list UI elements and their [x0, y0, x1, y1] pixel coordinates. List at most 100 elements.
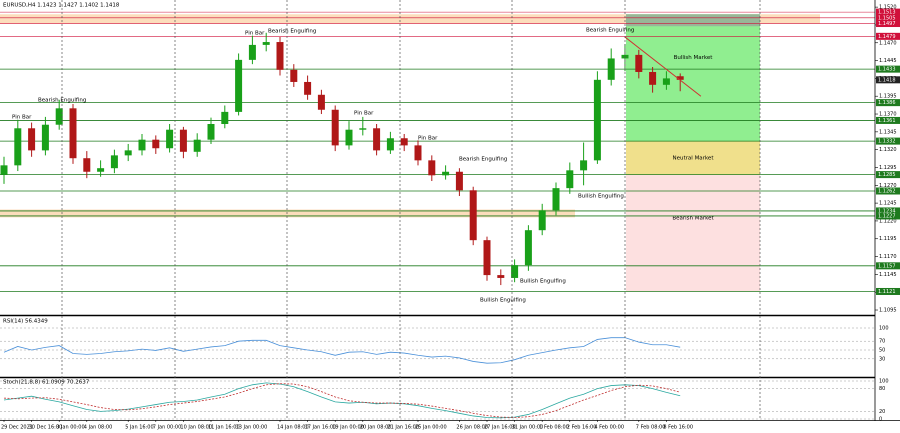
y-tick-label: 1.1195: [879, 236, 897, 242]
session-dividers: [61, 0, 761, 420]
candle-body: [166, 129, 174, 149]
level-label-bg: [876, 116, 900, 124]
candle-body: [69, 108, 77, 159]
candle-body: [262, 42, 270, 45]
annotation: Bearish Engulfing: [586, 28, 634, 34]
band: [0, 209, 575, 218]
candle-body: [662, 78, 670, 85]
indicator-tick-label: 50: [879, 348, 885, 354]
x-tick-label: 17 Jan 16:00: [305, 425, 337, 431]
level-label: 1.1227: [878, 213, 896, 219]
y-tick-label: 1.1245: [879, 201, 897, 207]
current-price-bg: [876, 76, 900, 84]
candle-body: [511, 265, 519, 278]
candle-body: [317, 94, 325, 110]
y-tick-label: 1.1170: [879, 254, 897, 260]
y-tick-label: 1.1370: [879, 112, 897, 118]
level-label-bg: [876, 212, 900, 220]
level-label: 1.1285: [878, 172, 896, 178]
level-label: 1.1497: [878, 21, 896, 27]
candle-body: [552, 188, 560, 211]
y-tick-label: 1.1345: [879, 129, 897, 135]
indicator-tick-label: 80: [879, 386, 885, 392]
y-tick-label: 1.1270: [879, 183, 897, 189]
level-label-bg: [876, 187, 900, 195]
level-label: 1.1262: [878, 188, 896, 194]
y-tick-label: 1.1295: [879, 165, 897, 171]
band: [0, 14, 820, 24]
zone: [626, 141, 760, 175]
candle-body: [193, 139, 201, 152]
candle-body: [248, 44, 256, 60]
annotation: Pin Bar: [354, 111, 374, 117]
x-tick-label: 21 Jan 16:00: [387, 425, 419, 431]
current-price: 1.1418: [878, 77, 896, 83]
candle-body: [290, 69, 298, 82]
indicator-tick-label: 100: [879, 326, 889, 332]
x-tick-label: 19 Jan 00:00: [332, 425, 364, 431]
level-label-bg: [876, 99, 900, 107]
candle-body: [14, 128, 22, 166]
x-tick-label: 25 Jan 00:00: [415, 425, 447, 431]
x-tick-label: 13 Jan 00:00: [236, 425, 268, 431]
indicator-tick-label: 20: [879, 409, 885, 415]
x-tick-label: 5 Jan 16:00: [125, 425, 153, 431]
annotation: Pin Bar: [245, 31, 265, 37]
candle-body: [0, 165, 8, 175]
candle-body: [28, 128, 36, 151]
y-tick-label: 1.1095: [879, 308, 897, 314]
zone-label: Bearish Market: [672, 216, 714, 222]
indicator-tick-label: 30: [879, 356, 885, 362]
y-tick-label: 1.1145: [879, 272, 897, 278]
y-tick-label: 1.1320: [879, 147, 897, 153]
x-tick-label: 8 Feb 16:00: [663, 425, 693, 431]
zone-label: Bullish Market: [674, 55, 714, 61]
candle-body: [676, 76, 684, 80]
level-label: 1.1157: [878, 263, 896, 269]
candle-body: [345, 129, 353, 146]
candle-body: [110, 155, 118, 169]
y-tick-label: 1.1395: [879, 94, 897, 100]
trendline: [624, 36, 702, 97]
annotation: Bullish Engulfing: [520, 279, 566, 285]
rsi-title: RSI(14) 56.4349: [3, 319, 48, 325]
x-tick-label: 7 Feb 08:00: [636, 425, 666, 431]
candle-body: [593, 79, 601, 161]
zone: [626, 14, 760, 142]
y-tick-label: 1.1470: [879, 40, 897, 46]
annotation: Pin Bar: [418, 136, 438, 142]
candle-body: [414, 145, 422, 161]
level-label: 1.1234: [878, 208, 896, 214]
level-label-bg: [876, 14, 900, 22]
x-tick-label: 2 Feb 16:00: [567, 425, 597, 431]
candle-body: [524, 230, 532, 266]
candle-body: [455, 171, 463, 191]
level-label: 1.1479: [878, 34, 896, 40]
level-label: 1.1361: [878, 118, 896, 124]
candle-body: [386, 138, 394, 151]
x-tick-label: 4 Feb 00:00: [594, 425, 624, 431]
level-label: 1.1513: [878, 10, 896, 16]
annotation: Bearish Engulfing: [459, 157, 507, 163]
level-label-bg: [876, 262, 900, 270]
candle-body: [566, 170, 574, 189]
stoch-title: Stoch(21,8,8) 61.0909 70.2637: [3, 380, 90, 386]
candle-body: [538, 210, 546, 231]
candle-body: [580, 160, 588, 171]
chart-title: EURUSD,H4 1.1423 1.1427 1.1402 1.1418: [3, 3, 120, 9]
x-tick-label: 3 Jan 00:00: [56, 425, 84, 431]
annotation: Bullish Engulfing: [578, 194, 624, 200]
x-tick-label: 26 Jan 08:00: [456, 425, 488, 431]
candle-body: [483, 240, 491, 276]
zone-label: Neutral Market: [673, 155, 715, 161]
indicator-tick-label: 100: [879, 379, 889, 385]
indicator-line: [3, 383, 681, 418]
candle-body: [331, 109, 339, 146]
candle-body: [124, 150, 132, 156]
indicator-tick-label: 0: [879, 417, 882, 423]
candle-body: [442, 171, 450, 176]
level-label: 1.1386: [878, 100, 896, 106]
level-label-bg: [876, 171, 900, 179]
indicator-line: [3, 382, 681, 419]
x-tick-label: 31 Jan 00:00: [512, 425, 544, 431]
